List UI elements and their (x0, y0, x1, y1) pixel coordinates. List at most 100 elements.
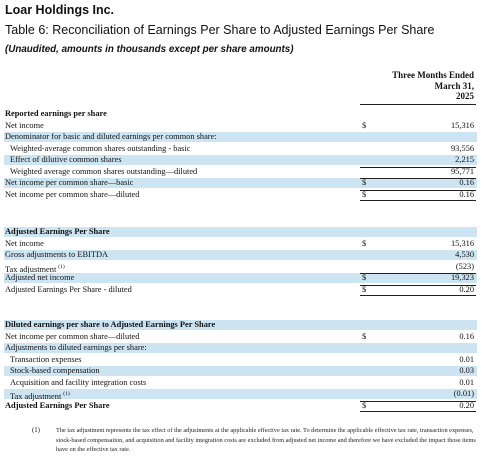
row-label-text: Stock-based compensation (10, 366, 100, 375)
row-label-text: Tax adjustment (5, 264, 57, 274)
row-value: 0.20 (459, 284, 474, 294)
currency-symbol: $ (362, 400, 367, 410)
row-shading (4, 389, 477, 399)
column-header-rule (360, 104, 476, 105)
table-row: Transaction expenses 0.01 (0, 355, 489, 365)
table-row: Tax adjustment (1) (523) (0, 261, 489, 275)
table-row: Weighted-average common shares outstandi… (0, 144, 489, 154)
row-shading (4, 250, 477, 260)
table-row: Tax adjustment (1) (0.01) (0, 389, 489, 401)
row-shading (4, 320, 477, 330)
footnote-text: The tax adjustment represents the tax ef… (56, 427, 476, 453)
row-shading (4, 227, 477, 237)
row-label: Stock-based compensation (10, 366, 100, 376)
row-label-text: Transaction expenses (10, 354, 82, 364)
row-value: 93,556 (450, 143, 474, 153)
row-shading (4, 343, 477, 353)
row-label: Adjusted Earnings Per Share (5, 227, 110, 237)
row-label: Adjusted net income (5, 273, 74, 283)
row-value: 15,316 (450, 120, 474, 130)
row-label-text: Diluted earnings per share to Adjusted E… (5, 320, 216, 329)
row-shading (4, 155, 477, 165)
row-shading (4, 178, 477, 188)
row-label: Reported earnings per share (5, 109, 107, 119)
currency-symbol: $ (362, 120, 367, 130)
row-label: Tax adjustment (1) (5, 262, 65, 275)
row-label: Net income (5, 239, 44, 249)
subtotal-rule (360, 284, 476, 286)
row-label: Weighted-average common shares outstandi… (10, 144, 191, 154)
total-rule (360, 200, 476, 201)
row-label: Denominator for basic and diluted earnin… (5, 132, 217, 142)
table-title: Table 6: Reconciliation of Earnings Per … (5, 23, 435, 37)
row-label-text: Reported earnings per share (5, 109, 107, 118)
row-label: Acquisition and facility integration cos… (10, 378, 146, 388)
footnote-reference: (1) (58, 263, 65, 270)
table-row: Net income per common share—diluted $0.16 (0, 332, 489, 342)
table-row: Gross adjustments to EBITDA 4,530 (0, 250, 489, 260)
row-label: Gross adjustments to EBITDA (5, 250, 108, 260)
table-row: Adjustments to diluted earnings per shar… (0, 343, 489, 353)
table-row: Net income per common share—diluted $0.16 (0, 190, 489, 200)
row-value: 15,316 (450, 238, 474, 248)
row-label-text: Effect of dilutive common shares (10, 155, 122, 164)
currency-symbol: $ (362, 178, 367, 187)
footnote-marker: (1) (32, 427, 40, 434)
row-value: 0.01 (459, 354, 474, 364)
row-label: Net income per common share—diluted (5, 190, 139, 200)
row-label-text: Net income per common share—diluted (5, 331, 140, 341)
row-label-text: Adjusted Earnings Per Share (5, 227, 110, 236)
currency-symbol: $ (362, 189, 367, 199)
row-label: Adjustments to diluted earnings per shar… (5, 343, 147, 353)
row-value: (0.01) (453, 389, 474, 398)
table-row: Effect of dilutive common shares 2,215 (0, 155, 489, 165)
row-shading (4, 366, 477, 376)
subtotal-rule (360, 273, 476, 274)
subtotal-rule (360, 400, 476, 402)
currency-symbol: $ (362, 284, 367, 294)
row-label: Net income per common share—diluted (5, 332, 139, 342)
row-value: (523) (455, 261, 474, 271)
row-label-text: Weighted average common shares outstandi… (10, 166, 198, 176)
row-label: Weighted average common shares outstandi… (10, 167, 197, 177)
row-label: Transaction expenses (10, 355, 82, 365)
row-label-text: Acquisition and facility integration cos… (10, 377, 147, 387)
currency-symbol: $ (362, 331, 367, 341)
footnote-reference: (1) (63, 391, 70, 397)
column-header: Three Months Ended March 31, 2025 (352, 70, 474, 102)
row-value: 95,771 (450, 166, 474, 176)
table-row: Diluted earnings per share to Adjusted E… (0, 320, 489, 330)
row-value: 2,215 (455, 155, 474, 164)
row-label-text: Net income (5, 120, 44, 130)
row-label-text: Adjusted Earnings Per Share - diluted (5, 284, 132, 294)
row-value: 0.20 (459, 400, 474, 410)
row-shading (4, 132, 477, 142)
row-label-text: Adjusted Earnings Per Share (5, 400, 110, 410)
row-value: 19,323 (450, 273, 474, 282)
table-row: Weighted average common shares outstandi… (0, 167, 489, 177)
row-label-text: Net income per common share—diluted (5, 189, 140, 199)
table-row: Net income $15,316 (0, 121, 489, 131)
row-label: Net income per common share—basic (5, 178, 133, 188)
table-row: Stock-based compensation 0.03 (0, 366, 489, 376)
row-label-text: Tax adjustment (10, 391, 62, 401)
table-row: Adjusted Earnings Per Share - diluted $0.… (0, 285, 489, 295)
table-row: Reported earnings per share (0, 109, 489, 119)
column-header-line1: Three Months Ended (392, 70, 474, 80)
subtotal-rule (360, 189, 476, 191)
total-rule (360, 411, 476, 412)
table-row: Denominator for basic and diluted earnin… (0, 132, 489, 142)
row-label-text: Adjusted net income (5, 273, 75, 282)
table-row: Net income $15,316 (0, 239, 489, 249)
row-value: 0.16 (459, 331, 474, 341)
column-header-line3: 2025 (456, 91, 474, 101)
subtotal-rule (360, 166, 476, 168)
table-subtitle: (Unaudited, amounts in thousands except … (5, 44, 294, 55)
row-label-text: Net income (5, 238, 44, 248)
currency-symbol: $ (362, 238, 367, 248)
table-row: Acquisition and facility integration cos… (0, 378, 489, 388)
row-value: 0.16 (459, 178, 474, 187)
table-row: Adjusted Earnings Per Share (0, 227, 489, 237)
row-label: Net income (5, 121, 44, 131)
subtotal-rule (360, 178, 476, 179)
